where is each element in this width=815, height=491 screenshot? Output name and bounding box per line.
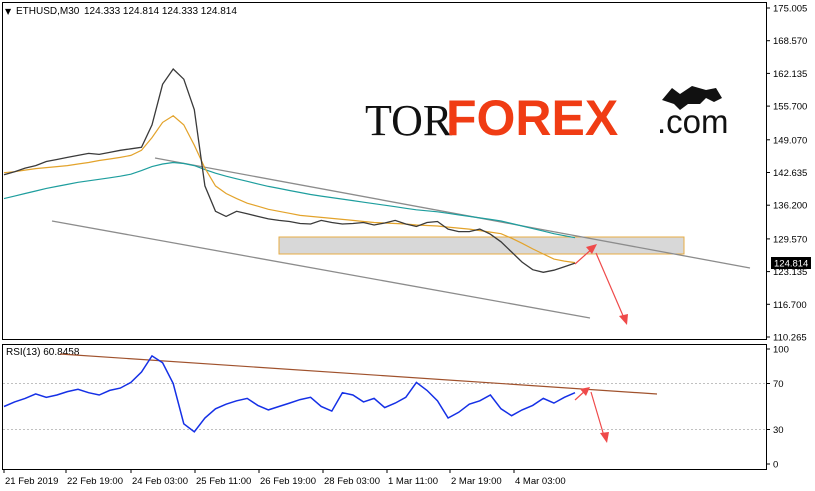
current-price-label: 124.814 (774, 259, 808, 270)
symbol-label: ETHUSD,M30 (16, 6, 80, 17)
torforex-logo: TOR FOREX .com (365, 86, 729, 146)
rsi-axis-label: 100 (773, 345, 789, 356)
price-axis-label: 149.070 (773, 135, 807, 146)
price-panel[interactable] (2, 2, 767, 340)
forecast-arrow-down (595, 252, 628, 325)
rsi-label: RSI(13) 60.8458 (6, 347, 80, 358)
time-axis-label: 21 Feb 2019 (5, 476, 58, 487)
price-axis-label: 142.635 (773, 168, 807, 179)
time-axis-label: 22 Feb 19:00 (67, 476, 123, 487)
rsi-axis-label: 0 (773, 460, 778, 471)
price-axis-label: 168.570 (773, 36, 807, 47)
price-axis-label: 116.700 (773, 300, 807, 311)
price-axis-label: 129.570 (773, 234, 807, 245)
time-axis-label: 24 Feb 03:00 (132, 476, 188, 487)
channel-lower-line (51, 220, 591, 319)
svg-text:TOR: TOR (365, 96, 453, 145)
price-axis-label: 136.200 (773, 201, 807, 212)
forecast-arrow-up (574, 244, 597, 265)
price-axis: 175.005 168.570 162.135 155.700 149.070 142.6… (766, 4, 807, 344)
time-axis-label: 25 Feb 11:00 (196, 476, 251, 487)
symbol-dropdown-icon[interactable]: ▼ (5, 7, 12, 16)
moving-average-fast (3, 115, 576, 264)
channel-upper-line (154, 157, 751, 269)
rsi-forecast-arrow-up (574, 387, 590, 401)
current-price-marker: 124.814 (771, 257, 811, 270)
time-axis-label: 26 Feb 19:00 (260, 476, 316, 487)
bull-icon (662, 86, 722, 110)
rsi-axis-label: 70 (773, 379, 784, 390)
ohlc-values: 124.333 124.814 124.333 124.814 (84, 6, 237, 17)
time-axis-label: 28 Feb 03:00 (324, 476, 380, 487)
rsi-series (3, 354, 576, 433)
svg-text:.com: .com (657, 103, 729, 140)
time-axis-label: 4 Mar 03:00 (515, 476, 566, 487)
price-axis-label: 175.005 (773, 4, 807, 15)
rsi-axis-label: 30 (773, 425, 784, 436)
time-axis-label: 2 Mar 19:00 (451, 476, 502, 487)
time-axis: 21 Feb 2019 22 Feb 19:00 24 Feb 03:00 25 Fe… (3, 469, 566, 487)
svg-text:FOREX: FOREX (446, 90, 618, 146)
moving-average-slow (3, 161, 576, 239)
rsi-axis: 100 70 30 0 (766, 345, 789, 471)
support-zone (278, 236, 685, 255)
rsi-forecast-arrow-down (590, 391, 609, 443)
price-axis-label: 123.135 (773, 267, 807, 278)
price-series (3, 68, 576, 273)
price-axis-label: 110.265 (773, 333, 807, 344)
rsi-level-lines (3, 383, 766, 430)
price-axis-label: 162.135 (773, 69, 807, 80)
price-axis-label: 155.700 (773, 102, 807, 113)
time-axis-label: 1 Mar 11:00 (388, 476, 438, 487)
